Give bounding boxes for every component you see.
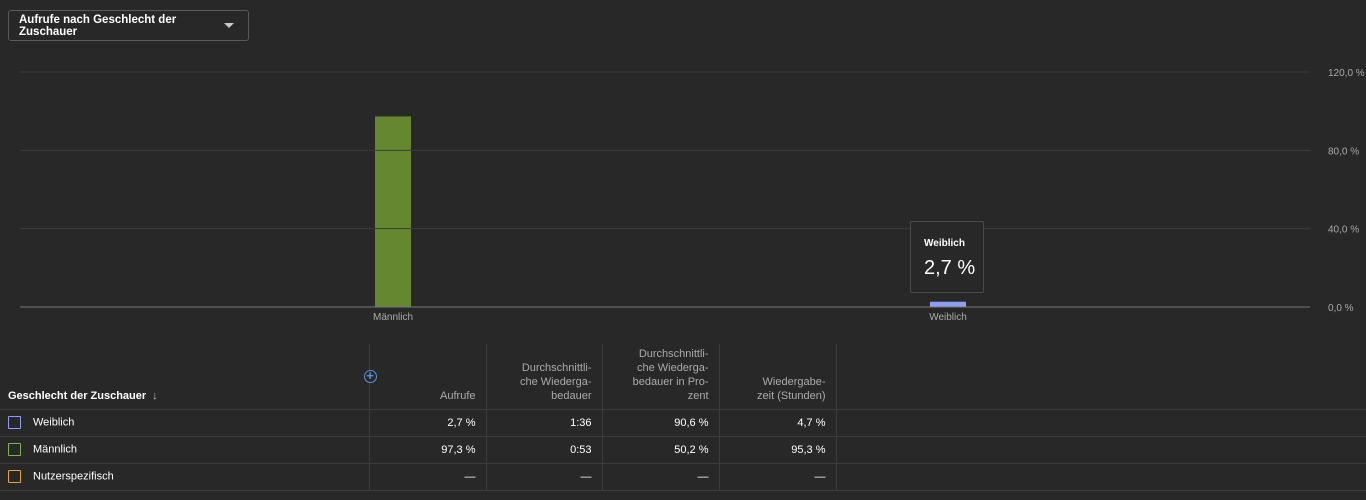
series-checkbox[interactable]: [8, 443, 21, 456]
y-tick-label: 0,0 %: [1328, 303, 1354, 314]
table-row[interactable]: Männlich 97,3 % 0:53 50,2 % 95,3 %: [0, 436, 1366, 464]
cell-avg-view-duration: 0:53: [486, 436, 603, 464]
cell-views: —: [369, 463, 487, 491]
row-label-cell: Männlich: [0, 436, 370, 464]
column-header-watch-time[interactable]: Wiedergabe- zeit (Stunden): [719, 344, 837, 410]
y-tick-label: 80,0 %: [1328, 146, 1359, 157]
data-table: Geschlecht der Zuschauer ↓ + Aufrufe Durc…: [0, 344, 1366, 500]
header-line: Aufrufe: [440, 389, 476, 402]
cell-avg-view-duration: —: [486, 463, 603, 491]
row-label: Männlich: [33, 443, 78, 456]
header-line: che Wiederga-: [519, 375, 592, 388]
tooltip-value: 2,7 %: [924, 257, 976, 279]
column-header-views[interactable]: Aufrufe: [369, 344, 487, 410]
cell-empty: [836, 436, 1366, 464]
row-label: Nutzerspezifisch: [33, 470, 114, 483]
table-row[interactable]: Weiblich 2,7 % 1:36 90,6 % 4,7 %: [0, 409, 1366, 437]
x-tick-label: Weiblich: [929, 312, 967, 323]
header-line: Wiedergabe-: [762, 375, 826, 388]
cell-avg-view-duration: 1:36: [486, 409, 603, 437]
header-line: che Wiederga-: [636, 361, 709, 374]
dimension-header[interactable]: Geschlecht der Zuschauer ↓ +: [0, 344, 377, 410]
table-row[interactable]: Nutzerspezifisch — — — —: [0, 463, 1366, 491]
header-line: Durchschnittli-: [521, 361, 592, 374]
header-line: Durchschnittli-: [638, 347, 709, 360]
cell-avg-percent-viewed: 90,6 %: [602, 409, 720, 437]
cell-empty: [836, 409, 1366, 437]
column-header-avg-percent-viewed[interactable]: Durchschnittli- che Wiederga- bedauer in…: [602, 344, 720, 410]
header-line: zeit (Stunden): [757, 389, 826, 402]
series-checkbox[interactable]: [8, 416, 21, 429]
x-tick-label: Männlich: [373, 312, 413, 323]
metric-dropdown-label: Aufrufe nach Geschlecht der Zuschauer: [19, 13, 177, 38]
cell-avg-percent-viewed: 50,2 %: [602, 436, 720, 464]
header-line: bedauer: [551, 389, 592, 402]
cell-watch-time: —: [719, 463, 837, 491]
row-label: Weiblich: [33, 416, 75, 429]
y-tick-label: 40,0 %: [1328, 225, 1359, 236]
cell-watch-time: 4,7 %: [719, 409, 837, 437]
cell-avg-percent-viewed: —: [602, 463, 720, 491]
bar-1: [930, 301, 966, 307]
cell-watch-time: 95,3 %: [719, 436, 837, 464]
caret-down-icon: [224, 23, 234, 28]
row-label-cell: Weiblich: [0, 409, 370, 437]
column-header-empty: [836, 344, 1366, 410]
cell-empty: [836, 463, 1366, 491]
dimension-header-label: Geschlecht der Zuschauer: [8, 389, 147, 402]
cell-views: 2,7 %: [369, 409, 487, 437]
column-header-avg-view-duration[interactable]: Durchschnittli- che Wiederga- bedauer: [486, 344, 603, 410]
header-line: bedauer in Pro-: [632, 375, 709, 388]
cell-views: 97,3 %: [369, 436, 487, 464]
y-tick-label: 120,0 %: [1328, 68, 1365, 79]
bar-0: [375, 116, 411, 307]
header-line: zent: [687, 389, 709, 402]
tooltip-name: Weiblich: [924, 238, 965, 249]
metric-dropdown[interactable]: Aufrufe nach Geschlecht der Zuschauer: [8, 10, 249, 41]
bar-chart: Männlich Weiblich 0,0 % 40,0 % 80,0 % 120,0 %: [20, 68, 1365, 323]
add-column-icon[interactable]: +: [363, 369, 377, 383]
series-checkbox[interactable]: [8, 470, 21, 483]
arrow-down-icon[interactable]: ↓: [152, 389, 158, 402]
chart-tooltip: Weiblich 2,7 %: [910, 221, 984, 293]
row-label-cell: Nutzerspezifisch: [0, 463, 370, 491]
